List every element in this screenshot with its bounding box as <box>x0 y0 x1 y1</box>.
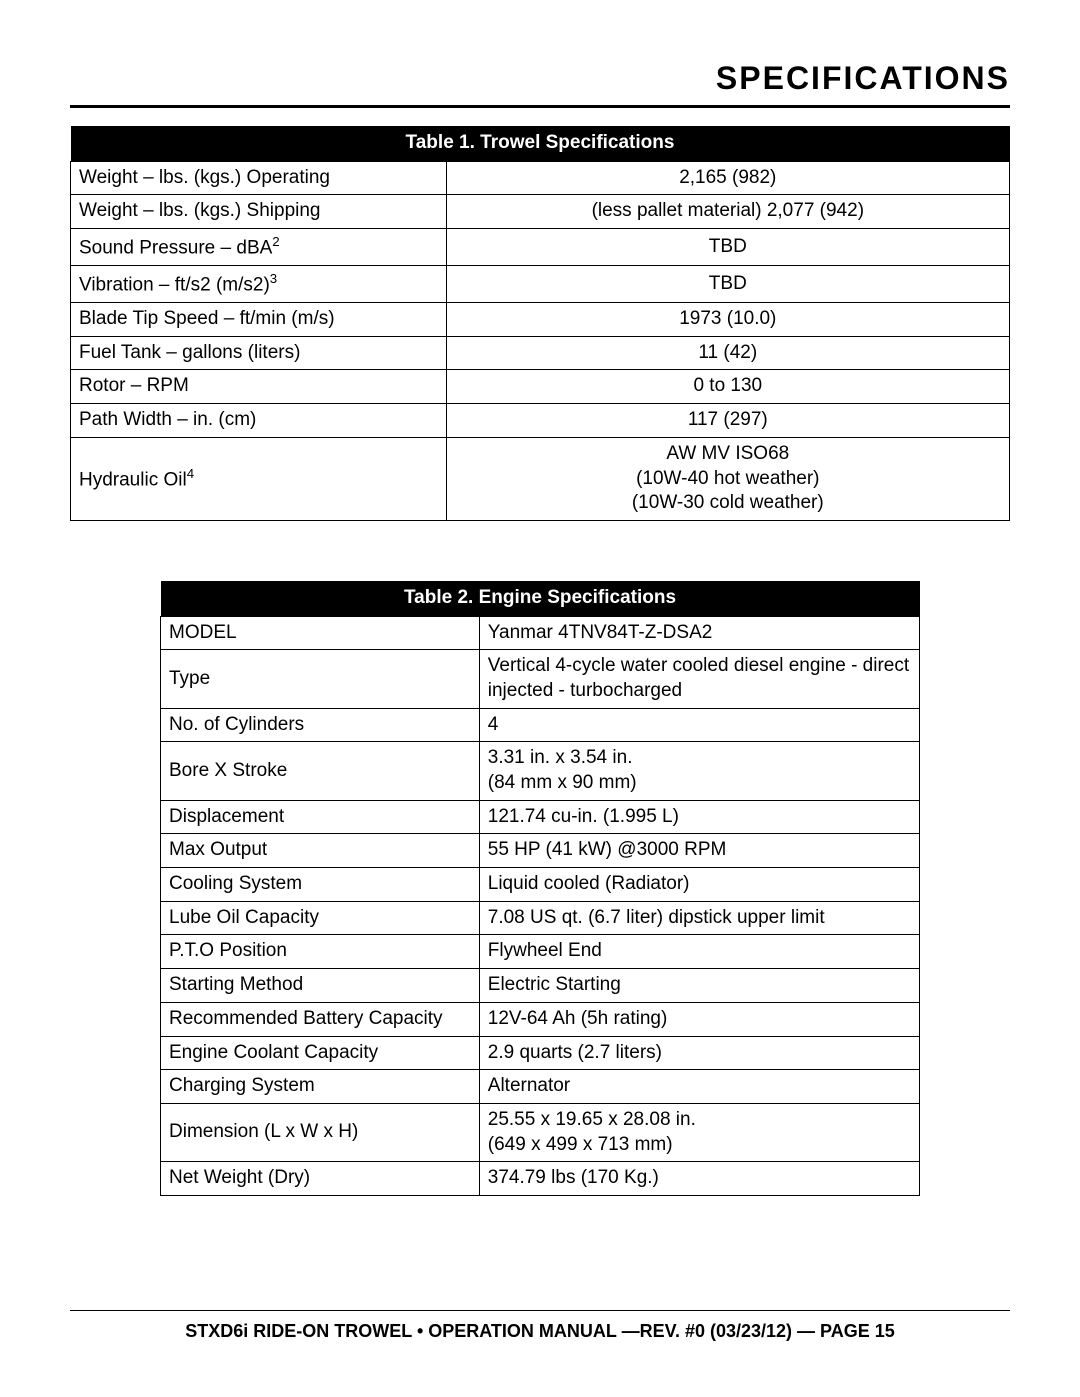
table-row: MODELYanmar 4TNV84T-Z-DSA2 <box>161 616 920 650</box>
table-row: Hydraulic Oil4AW MV ISO68 (10W-40 hot we… <box>71 437 1010 520</box>
spec-value: 2.9 quarts (2.7 liters) <box>479 1036 919 1070</box>
spec-label: Dimension (L x W x H) <box>161 1103 480 1161</box>
spec-label: Sound Pressure – dBA2 <box>71 229 447 266</box>
spec-value: Yanmar 4TNV84T-Z-DSA2 <box>479 616 919 650</box>
spec-value: Electric Starting <box>479 969 919 1003</box>
footer-rule <box>70 1310 1010 1311</box>
spec-label: Cooling System <box>161 868 480 902</box>
table-row: Fuel Tank – gallons (liters)11 (42) <box>71 336 1010 370</box>
spec-value: 55 HP (41 kW) @3000 RPM <box>479 834 919 868</box>
spec-value: 12V-64 Ah (5h rating) <box>479 1002 919 1036</box>
spec-value: 374.79 lbs (170 Kg.) <box>479 1162 919 1196</box>
spec-label: Recommended Battery Capacity <box>161 1002 480 1036</box>
spec-value: 2,165 (982) <box>446 161 1009 195</box>
table1-header: Table 1. Trowel Specifications <box>71 126 1010 161</box>
table-row: TypeVertical 4-cycle water cooled diesel… <box>161 650 920 708</box>
spec-value: 121.74 cu-in. (1.995 L) <box>479 800 919 834</box>
table-row: Vibration – ft/s2 (m/s2)3TBD <box>71 266 1010 303</box>
spec-label: Net Weight (Dry) <box>161 1162 480 1196</box>
spec-value: 117 (297) <box>446 404 1009 438</box>
spec-value: Flywheel End <box>479 935 919 969</box>
table-row: Blade Tip Speed – ft/min (m/s)1973 (10.0… <box>71 303 1010 337</box>
table-row: Rotor – RPM0 to 130 <box>71 370 1010 404</box>
spec-value: 0 to 130 <box>446 370 1009 404</box>
spec-label: Engine Coolant Capacity <box>161 1036 480 1070</box>
spec-label: MODEL <box>161 616 480 650</box>
spec-value: TBD <box>446 266 1009 303</box>
spec-label: Path Width – in. (cm) <box>71 404 447 438</box>
spec-value: 7.08 US qt. (6.7 liter) dipstick upper l… <box>479 901 919 935</box>
spec-label: Weight – lbs. (kgs.) Shipping <box>71 195 447 229</box>
spec-label: Max Output <box>161 834 480 868</box>
table-row: Weight – lbs. (kgs.) Operating2,165 (982… <box>71 161 1010 195</box>
trowel-specs-table: Table 1. Trowel Specifications Weight – … <box>70 126 1010 521</box>
spec-label: Charging System <box>161 1070 480 1104</box>
table-row: Net Weight (Dry)374.79 lbs (170 Kg.) <box>161 1162 920 1196</box>
spec-label: Displacement <box>161 800 480 834</box>
table-row: Sound Pressure – dBA2TBD <box>71 229 1010 266</box>
table-row: Dimension (L x W x H) 25.55 x 19.65 x 28… <box>161 1103 920 1161</box>
spec-value: TBD <box>446 229 1009 266</box>
engine-specs-table: Table 2. Engine Specifications MODELYanm… <box>160 581 920 1196</box>
spec-label: Starting Method <box>161 969 480 1003</box>
spec-label: Lube Oil Capacity <box>161 901 480 935</box>
table-row: Starting MethodElectric Starting <box>161 969 920 1003</box>
spec-label: Weight – lbs. (kgs.) Operating <box>71 161 447 195</box>
spec-label: Hydraulic Oil4 <box>71 437 447 520</box>
spec-value: Alternator <box>479 1070 919 1104</box>
spec-value: (less pallet material) 2,077 (942) <box>446 195 1009 229</box>
spec-label: No. of Cylinders <box>161 708 480 742</box>
spec-label: P.T.O Position <box>161 935 480 969</box>
spec-value: 4 <box>479 708 919 742</box>
table-row: Weight – lbs. (kgs.) Shipping(less palle… <box>71 195 1010 229</box>
spec-value: 11 (42) <box>446 336 1009 370</box>
table-row: Displacement121.74 cu-in. (1.995 L) <box>161 800 920 834</box>
spec-label: Bore X Stroke <box>161 742 480 800</box>
table-row: Lube Oil Capacity7.08 US qt. (6.7 liter)… <box>161 901 920 935</box>
spec-label: Blade Tip Speed – ft/min (m/s) <box>71 303 447 337</box>
spec-label: Rotor – RPM <box>71 370 447 404</box>
spec-value: Liquid cooled (Radiator) <box>479 868 919 902</box>
spec-value: 3.31 in. x 3.54 in. (84 mm x 90 mm) <box>479 742 919 800</box>
table2-header: Table 2. Engine Specifications <box>161 581 920 616</box>
table2-body: MODELYanmar 4TNV84T-Z-DSA2TypeVertical 4… <box>161 616 920 1195</box>
spec-value: 25.55 x 19.65 x 28.08 in. (649 x 499 x 7… <box>479 1103 919 1161</box>
table-row: Recommended Battery Capacity12V-64 Ah (5… <box>161 1002 920 1036</box>
table-row: Engine Coolant Capacity2.9 quarts (2.7 l… <box>161 1036 920 1070</box>
spec-label: Fuel Tank – gallons (liters) <box>71 336 447 370</box>
table-row: Cooling SystemLiquid cooled (Radiator) <box>161 868 920 902</box>
spec-value: AW MV ISO68 (10W-40 hot weather) (10W-30… <box>446 437 1009 520</box>
spec-value: 1973 (10.0) <box>446 303 1009 337</box>
title-rule <box>70 105 1010 108</box>
table1-body: Weight – lbs. (kgs.) Operating2,165 (982… <box>71 161 1010 520</box>
table-row: Path Width – in. (cm)117 (297) <box>71 404 1010 438</box>
table-row: Charging SystemAlternator <box>161 1070 920 1104</box>
footer-text: STXD6i RIDE-ON TROWEL • OPERATION MANUAL… <box>70 1321 1010 1342</box>
page-footer: STXD6i RIDE-ON TROWEL • OPERATION MANUAL… <box>70 1310 1010 1342</box>
table-row: Bore X Stroke3.31 in. x 3.54 in. (84 mm … <box>161 742 920 800</box>
spec-label: Vibration – ft/s2 (m/s2)3 <box>71 266 447 303</box>
page-title: SPECIFICATIONS <box>70 60 1010 97</box>
table-row: Max Output55 HP (41 kW) @3000 RPM <box>161 834 920 868</box>
spec-label: Type <box>161 650 480 708</box>
spec-value: Vertical 4-cycle water cooled diesel eng… <box>479 650 919 708</box>
table-row: P.T.O PositionFlywheel End <box>161 935 920 969</box>
table-row: No. of Cylinders4 <box>161 708 920 742</box>
